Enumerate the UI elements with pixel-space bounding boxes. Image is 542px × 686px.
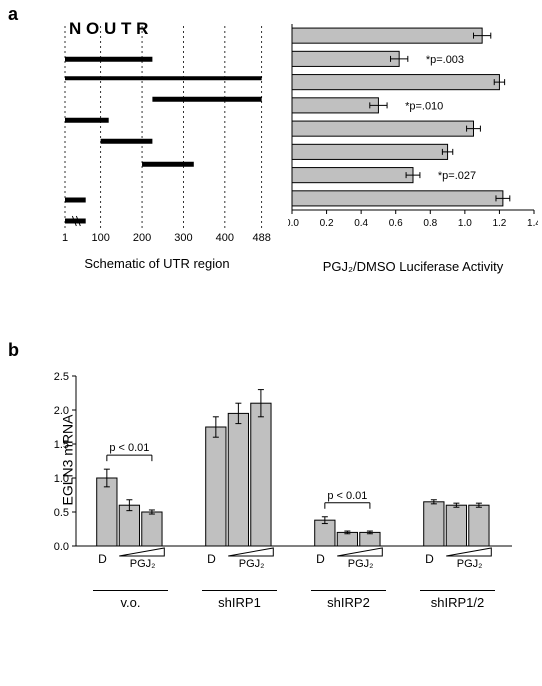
svg-text:*p=.027: *p=.027 bbox=[438, 170, 476, 182]
utr-tick: 400 bbox=[216, 232, 234, 244]
svg-text:p < 0.01: p < 0.01 bbox=[109, 442, 149, 454]
utr-tick: 488 bbox=[252, 232, 270, 244]
svg-text:1.2: 1.2 bbox=[492, 218, 506, 229]
utr-tick: 300 bbox=[174, 232, 192, 244]
group-label: shIRP1/2 bbox=[403, 595, 512, 610]
utr-ticks: 1 100 200 300 400 488 bbox=[42, 232, 272, 250]
group-underline bbox=[202, 590, 278, 591]
utr-schematic: N O U T R 1 100 200 300 400 488 Schematic of … bbox=[42, 20, 272, 285]
d-label: D bbox=[316, 552, 325, 566]
bar-b-svg: 0.00.51.01.52.02.5p < 0.01p < 0.01 bbox=[48, 360, 518, 590]
group-underline bbox=[93, 590, 169, 591]
d-label: D bbox=[425, 552, 434, 566]
panel-b-label: b bbox=[8, 340, 19, 361]
svg-text:1.0: 1.0 bbox=[458, 218, 472, 229]
utr-tick: 100 bbox=[91, 232, 109, 244]
figure-b: EGLN3 mRNA 0.00.51.01.52.02.5p < 0.01p <… bbox=[48, 360, 518, 660]
svg-text:p < 0.01: p < 0.01 bbox=[327, 490, 367, 502]
svg-text:*p=.003: *p=.003 bbox=[426, 54, 464, 66]
group-underline bbox=[311, 590, 387, 591]
pgj-label: PGJ₂ bbox=[348, 558, 374, 570]
utr-tick: 1 bbox=[62, 232, 68, 244]
bar-a-svg: 0.0 0.2 0.4 0.6 0.8 1.0 1.2 1.4 *p=.003 *p=.010 *p… bbox=[288, 20, 538, 232]
svg-text:0.6: 0.6 bbox=[389, 218, 403, 229]
svg-text:1.4: 1.4 bbox=[527, 218, 538, 229]
d-label: D bbox=[207, 552, 216, 566]
svg-text:0.4: 0.4 bbox=[354, 218, 368, 229]
utr-svg: N O U T R bbox=[42, 20, 272, 230]
pgj-label: PGJ₂ bbox=[457, 558, 483, 570]
d-label: D bbox=[98, 552, 107, 566]
ylabel-b-text: EGLN3 mRNA bbox=[60, 414, 76, 505]
bar-a-axis-label: PGJ₂/DMSO Luciferase Activity bbox=[288, 259, 538, 274]
utr-tick: 200 bbox=[133, 232, 151, 244]
svg-text:0.0: 0.0 bbox=[288, 218, 299, 229]
pgj-label: PGJ₂ bbox=[239, 558, 265, 570]
panel-a-label: a bbox=[8, 4, 18, 25]
group-label: v.o. bbox=[76, 595, 185, 610]
utr-axis-label: Schematic of UTR region bbox=[42, 256, 272, 271]
svg-text:0.8: 0.8 bbox=[423, 218, 437, 229]
svg-text:*p=.010: *p=.010 bbox=[405, 100, 443, 112]
figure-a: N O U T R 1 100 200 300 400 488 Schematic of … bbox=[30, 20, 520, 300]
ylabel-b: EGLN3 mRNA bbox=[22, 360, 113, 560]
svg-text:0.2: 0.2 bbox=[320, 218, 334, 229]
group-label: shIRP1 bbox=[185, 595, 294, 610]
svg-text:N O U T R: N O U T R bbox=[69, 20, 148, 38]
barchart-a: 0.0 0.2 0.4 0.6 0.8 1.0 1.2 1.4 *p=.003 *p=.010 *p… bbox=[288, 20, 538, 285]
pgj-label: PGJ₂ bbox=[130, 558, 156, 570]
group-label: shIRP2 bbox=[294, 595, 403, 610]
group-underline bbox=[420, 590, 496, 591]
